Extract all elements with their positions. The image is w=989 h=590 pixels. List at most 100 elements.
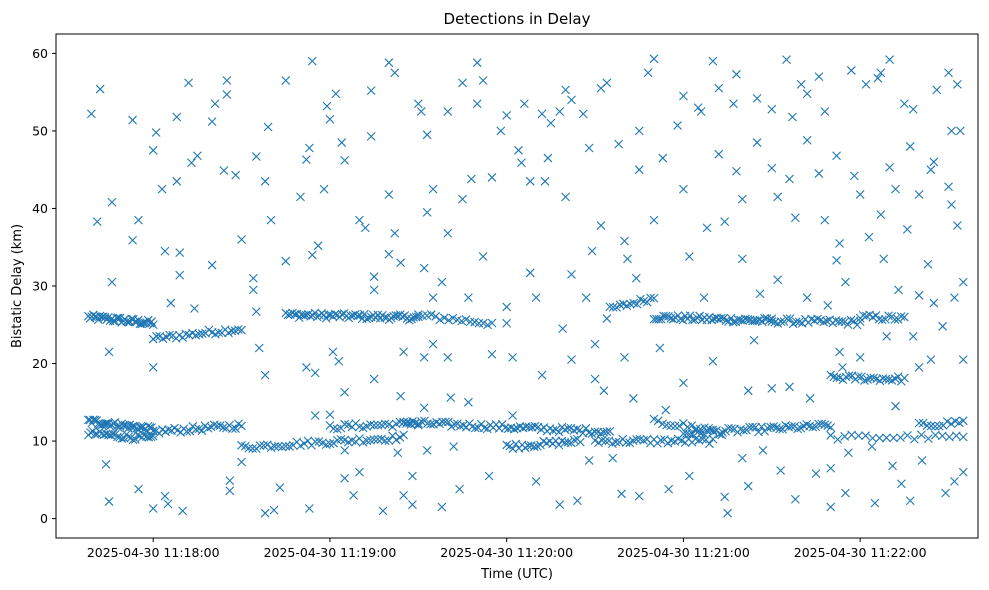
data-point-marker xyxy=(611,437,621,447)
data-point-marker xyxy=(876,210,886,220)
data-point-marker xyxy=(325,439,335,449)
data-point-marker xyxy=(378,506,388,516)
data-point-marker xyxy=(708,425,718,435)
data-point-marker xyxy=(163,499,173,509)
data-point-marker xyxy=(502,111,512,120)
data-point-marker xyxy=(419,403,429,413)
data-point-marker xyxy=(310,437,320,446)
data-point-marker xyxy=(885,55,895,64)
data-point-marker xyxy=(419,352,429,362)
data-point-marker xyxy=(398,312,407,322)
data-point-marker xyxy=(399,490,408,500)
data-point-marker xyxy=(813,314,822,324)
data-point-marker xyxy=(178,506,188,516)
data-point-marker xyxy=(846,66,856,75)
data-point-marker xyxy=(617,489,626,499)
data-point-marker xyxy=(621,438,631,447)
data-point-marker xyxy=(561,192,570,202)
data-point-marker xyxy=(369,285,379,295)
data-point-marker xyxy=(399,347,408,357)
data-point-marker xyxy=(251,152,261,161)
data-point-marker xyxy=(340,473,350,483)
data-point-marker xyxy=(581,293,591,303)
data-point-marker xyxy=(958,416,968,426)
data-point-marker xyxy=(628,394,638,403)
data-point-marker xyxy=(772,423,781,432)
data-point-marker xyxy=(449,442,459,451)
data-point-marker xyxy=(882,332,892,341)
data-point-marker xyxy=(408,471,417,481)
data-point-marker xyxy=(340,419,350,429)
data-point-marker xyxy=(679,91,688,101)
data-point-marker xyxy=(546,118,556,128)
data-point-marker xyxy=(658,153,668,163)
data-point-marker xyxy=(369,420,379,430)
data-point-marker xyxy=(950,477,959,486)
data-point-marker xyxy=(685,429,694,439)
data-point-marker xyxy=(172,176,182,186)
data-point-marker xyxy=(874,314,884,324)
data-point-marker xyxy=(846,315,856,325)
data-point-marker xyxy=(944,182,953,192)
data-point-marker xyxy=(776,317,786,326)
data-point-marker xyxy=(107,277,117,287)
data-point-marker xyxy=(823,300,833,310)
data-point-marker xyxy=(708,434,718,444)
data-point-marker xyxy=(127,422,136,432)
data-point-marker xyxy=(952,221,962,230)
data-point-marker xyxy=(623,254,632,264)
data-point-marker xyxy=(138,318,148,328)
data-point-marker xyxy=(148,363,158,372)
data-point-marker xyxy=(755,315,765,325)
data-point-marker xyxy=(435,315,445,325)
data-point-marker xyxy=(396,391,406,401)
data-point-marker xyxy=(765,315,774,325)
data-point-marker xyxy=(92,217,102,227)
data-point-marker xyxy=(422,445,432,455)
data-point-marker xyxy=(128,115,137,125)
data-point-marker xyxy=(355,215,364,225)
data-point-marker xyxy=(958,277,968,287)
data-point-marker xyxy=(444,417,453,427)
data-point-marker xyxy=(567,95,576,105)
data-point-marker xyxy=(832,373,842,383)
data-point-marker xyxy=(896,433,905,443)
data-point-marker xyxy=(914,190,924,199)
data-point-marker xyxy=(474,318,484,328)
data-point-marker xyxy=(411,418,420,428)
chart-title: Detections in Delay xyxy=(444,10,591,28)
data-point-marker xyxy=(752,93,762,103)
data-point-marker xyxy=(310,308,320,318)
data-point-marker xyxy=(502,302,512,312)
data-point-marker xyxy=(369,272,379,282)
data-point-marker xyxy=(620,236,629,246)
x-tick-label: 2025-04-30 11:20:00 xyxy=(440,545,573,560)
data-point-marker xyxy=(227,326,237,336)
data-point-marker xyxy=(558,324,568,334)
data-point-marker xyxy=(656,435,666,445)
data-point-marker xyxy=(254,343,264,353)
data-point-marker xyxy=(255,441,265,451)
data-point-marker xyxy=(133,430,142,440)
data-point-marker xyxy=(563,423,573,433)
data-point-marker xyxy=(283,310,293,320)
data-point-marker xyxy=(833,434,843,444)
data-point-marker xyxy=(266,215,276,225)
data-point-marker xyxy=(478,252,488,261)
y-tick-label: 10 xyxy=(32,434,48,449)
data-point-marker xyxy=(310,368,320,378)
data-point-marker xyxy=(529,442,539,452)
data-point-marker xyxy=(605,426,615,436)
data-point-marker xyxy=(431,311,441,321)
data-point-marker xyxy=(113,313,123,323)
data-point-marker xyxy=(951,431,961,441)
data-point-marker xyxy=(769,422,778,431)
data-point-marker xyxy=(443,107,453,116)
data-point-marker xyxy=(428,293,438,303)
data-point-marker xyxy=(778,424,788,434)
data-point-marker xyxy=(134,215,143,225)
data-point-marker xyxy=(237,235,246,244)
data-point-marker xyxy=(450,419,459,429)
data-point-marker xyxy=(455,484,464,494)
data-point-marker xyxy=(281,441,291,451)
